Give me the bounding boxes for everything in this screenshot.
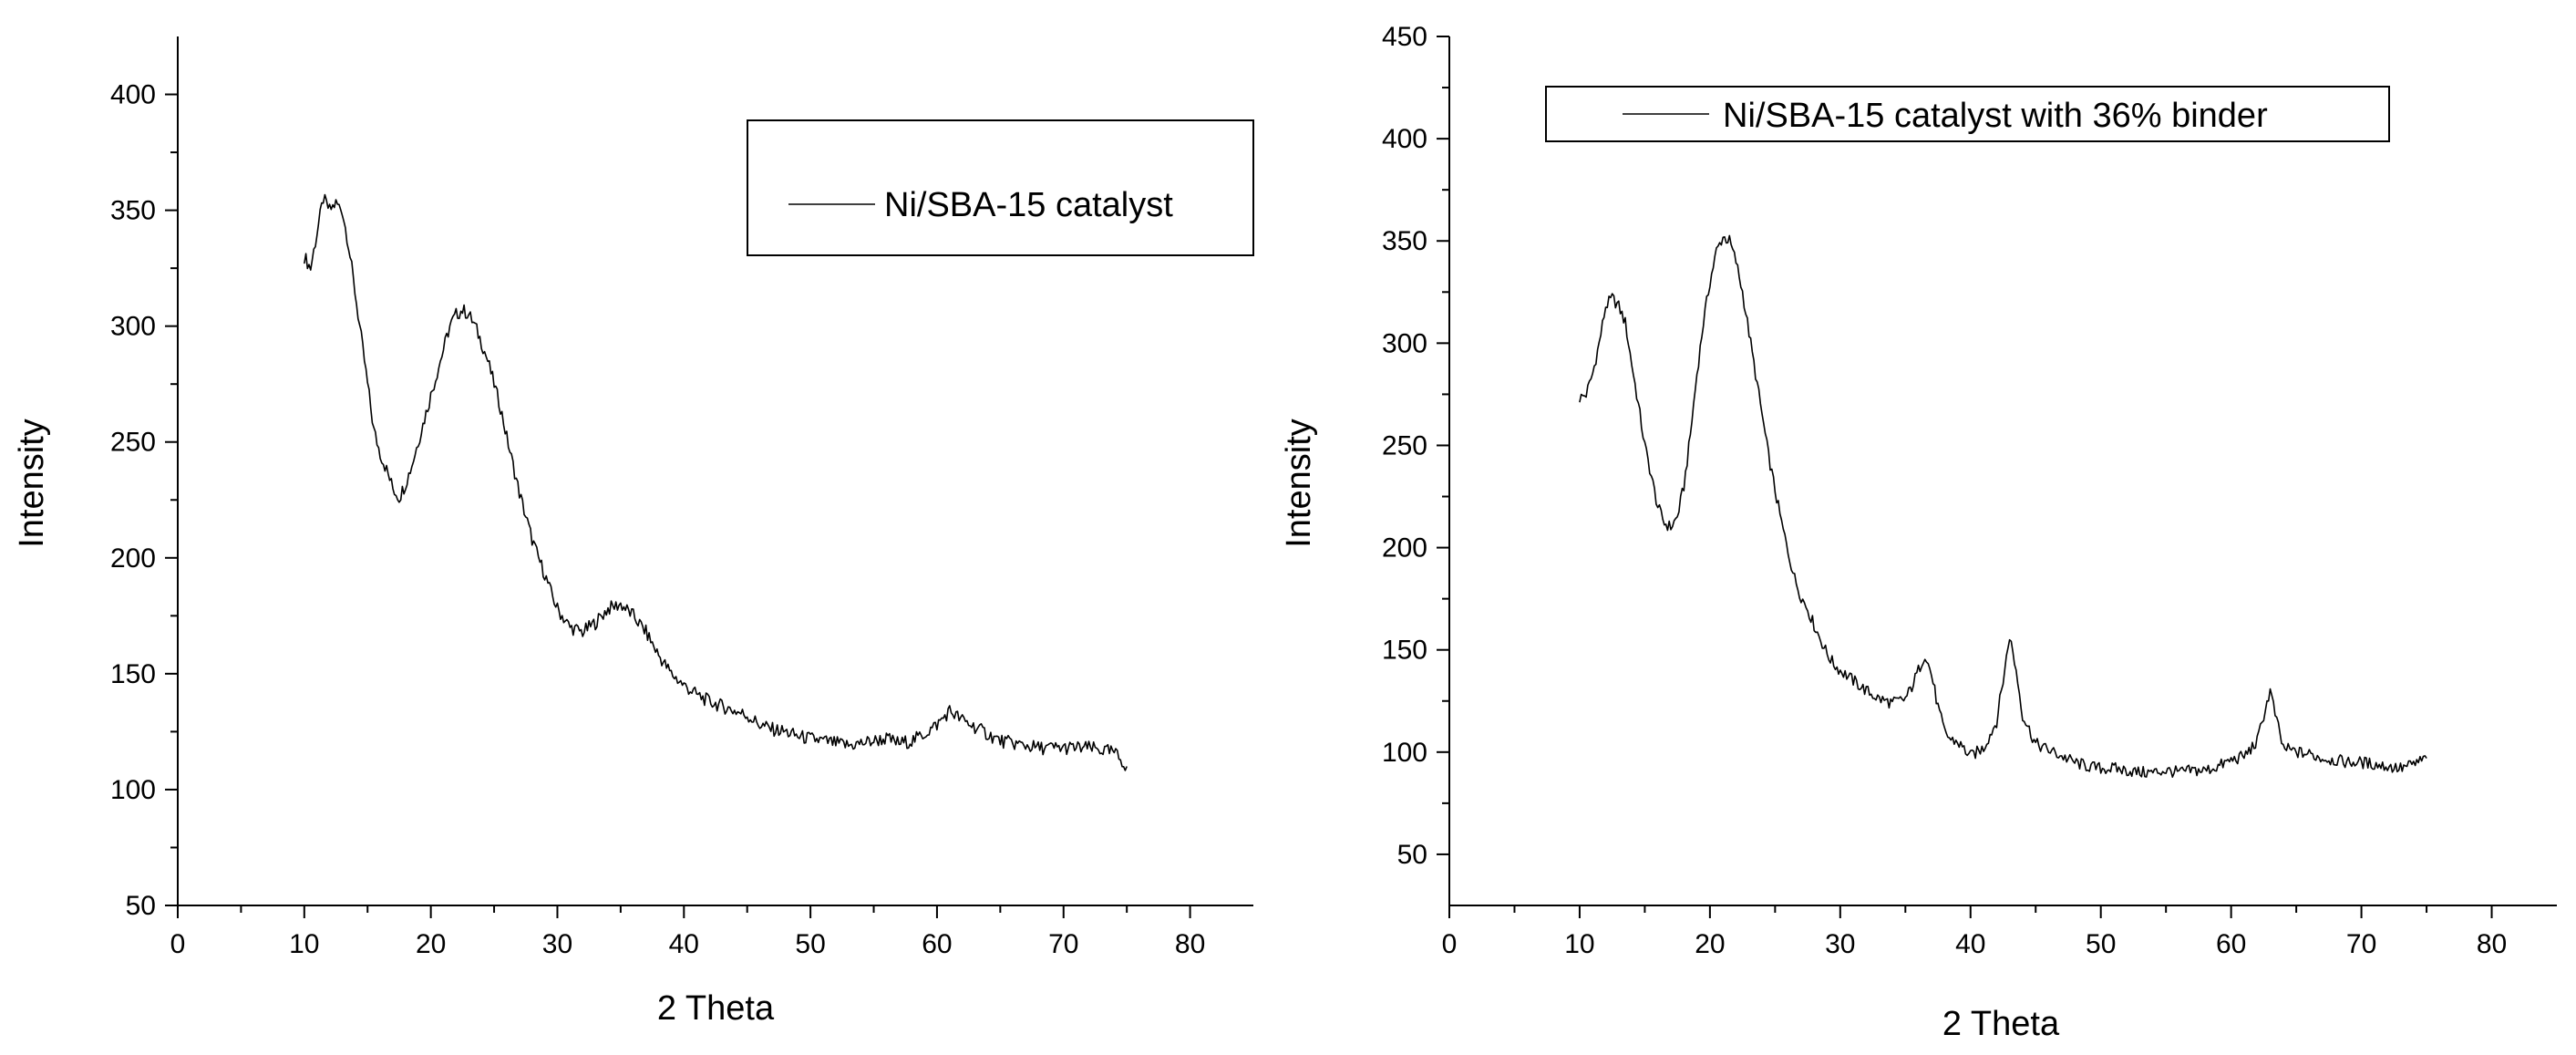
chart-right-y-tick-label: 400 [1382,124,1427,154]
chart-right-x-tick-label: 60 [2216,929,2246,959]
chart-left-x-tick-label: 30 [542,929,572,959]
chart-right-x-tick-label: 10 [1564,929,1594,959]
chart-left-legend: Ni/SBA-15 catalyst [747,119,1254,256]
chart-left-axes [177,36,1253,906]
chart-left-tick-labels: 0 10 20 30 40 50 60 70 80 50 100 150 200 250 300 350 400 [110,80,1205,959]
chart-right: 0 10 20 30 40 50 60 70 80 50 100 150 200 250 300 350 400… [1280,22,2557,1043]
chart-left-legend-box [747,119,1254,256]
chart-left-y-tick-label: 300 [110,312,156,342]
chart-right-x-tick-label: 20 [1695,929,1725,959]
chart-right-legend-label: Ni/SBA-15 catalyst with 36% binder [1723,97,2268,135]
chart-left-series-line [304,193,1128,771]
chart-left-ticks [165,93,1191,918]
chart-right-series-line [1579,234,2427,778]
chart-right-ticks [1437,36,2493,918]
chart-left-legend-label: Ni/SBA-15 catalyst [884,186,1173,224]
chart-right-y-tick-label: 300 [1382,328,1427,358]
chart-left-x-tick-label: 60 [922,929,952,959]
chart-right-y-label: Intensity [1280,419,1318,548]
chart-right-y-tick-label: 200 [1382,533,1427,564]
chart-right-x-tick-label: 40 [1955,929,1985,959]
chart-left: 0 10 20 30 40 50 60 70 80 50 100 150 200 250 300 350 400… [13,36,1254,1028]
chart-left-x-tick-label: 20 [416,929,446,959]
chart-left-x-tick-label: 70 [1048,929,1078,959]
chart-left-y-tick-label: 250 [110,428,156,458]
chart-right-legend: Ni/SBA-15 catalyst with 36% binder [1545,86,2390,142]
chart-left-y-tick-label: 350 [110,196,156,226]
chart-right-x-tick-label: 30 [1825,929,1855,959]
chart-left-y-tick-label: 100 [110,775,156,805]
chart-right-tick-labels: 0 10 20 30 40 50 60 70 80 50 100 150 200 250 300 350 400… [1382,22,2507,959]
chart-left-y-tick-label: 200 [110,543,156,574]
chart-left-x-tick-label: 40 [669,929,699,959]
chart-left-x-tick-label: 10 [289,929,319,959]
chart-right-y-tick-label: 250 [1382,430,1427,460]
chart-right-x-tick-label: 80 [2477,929,2507,959]
chart-right-y-tick-label: 350 [1382,226,1427,256]
chart-left-y-label: Intensity [13,419,51,548]
chart-left-y-tick-label: 400 [110,80,156,110]
chart-right-x-label: 2 Theta [1942,1005,2060,1043]
chart-right-y-tick-label: 450 [1382,22,1427,52]
chart-right-axes [1448,36,2557,906]
chart-left-y-tick-label: 50 [126,891,156,921]
chart-left-x-tick-label: 50 [795,929,825,959]
chart-right-y-tick-label: 100 [1382,738,1427,768]
chart-right-y-tick-label: 150 [1382,636,1427,666]
chart-left-y-tick-label: 150 [110,659,156,689]
chart-right-x-tick-label: 70 [2346,929,2376,959]
chart-left-x-tick-label: 80 [1175,929,1205,959]
chart-right-x-tick-label: 0 [1442,929,1458,959]
chart-left-x-label: 2 Theta [657,989,775,1028]
chart-right-x-tick-label: 50 [2086,929,2116,959]
chart-left-x-tick-label: 0 [170,929,186,959]
chart-right-y-tick-label: 50 [1397,840,1427,870]
